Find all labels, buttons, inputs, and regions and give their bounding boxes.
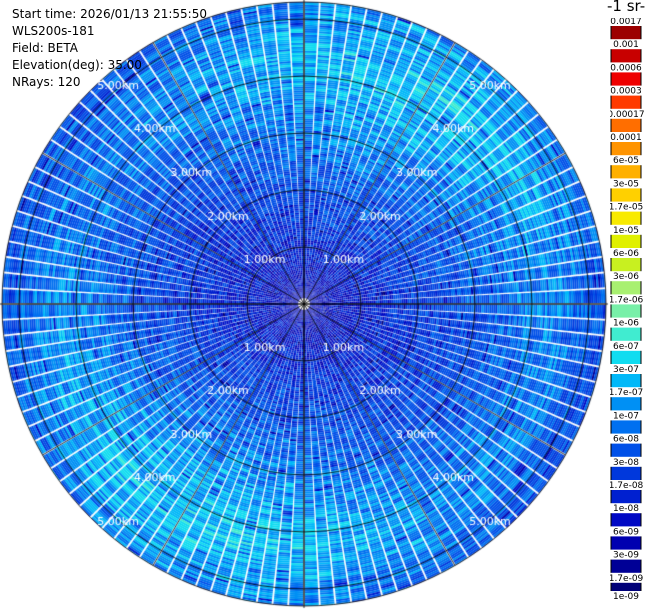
colorbar-tick-label: 3e-05 [613,179,639,189]
colorbar-tick-bg [610,387,649,398]
colorbar-tick-bg [610,178,643,189]
colorbar-tick-label: 1.7e-06 [610,295,644,305]
colorbar-tick-bg [610,294,649,305]
colorbar-tick-label: 0.0017 [610,18,642,27]
scan-info: Start time: 2026/01/13 21:55:50 WLS200s-… [12,6,207,91]
colorbar-tick-bg [610,433,643,444]
colorbar-tick-bg [610,456,643,467]
colorbar-tick-label: 0.0001 [610,133,642,143]
colorbar-tick-bg [610,364,643,374]
colorbar-tick-label: 0.001 [613,40,639,50]
colorbar-tick-label: 0.0003 [610,87,642,97]
colorbar-tick-label: 6e-09 [613,527,639,537]
colorbar-tick-label: 1e-06 [613,319,639,329]
colorbar-tick-label: 6e-06 [613,249,639,259]
colorbar-tick-bg [610,572,649,583]
colorbar-tick-label: 3e-08 [613,458,639,468]
colorbar: 0.0017 0.001 0.0006 0.0003 0.00017 0.0001 6e-0… [610,18,649,602]
colorbar-tick-label: 1e-08 [613,504,639,514]
colorbar-tick-bg [610,317,643,328]
colorbar-tick-bg [610,248,643,258]
colorbar-tick-label: 1e-07 [613,411,639,421]
colorbar-unit-label: -1 sr- [607,0,646,15]
instrument-text: WLS200s-181 [12,24,95,38]
colorbar-tick-label: 3e-09 [613,551,639,561]
start-time-text: Start time: 2026/01/13 21:55:50 [12,7,207,21]
nrays-text: NRays: 120 [12,75,81,89]
colorbar-tick-bg [610,271,643,282]
colorbar-tick-bg [610,503,643,514]
colorbar-tick-bg [610,85,646,96]
colorbar-tick-bg [610,549,643,560]
colorbar-tick-bg [610,340,643,351]
colorbar-tick-label: 0.00017 [610,110,645,120]
colorbar-tick-label: 1.7e-09 [610,574,644,584]
colorbar-tick-label: 1.7e-08 [610,481,644,491]
colorbar-tick-bg [610,62,646,73]
colorbar-tick-label: 3e-06 [613,272,639,282]
colorbar-tick-label: 1e-05 [613,226,639,236]
colorbar-tick-bg [610,201,649,212]
field-text: Field: BETA [12,41,78,55]
colorbar-tick-label: 6e-07 [613,342,639,352]
colorbar-tick-bg [610,132,646,142]
elevation-text: Elevation(deg): 35.00 [12,58,142,72]
colorbar-tick-label: 6e-08 [613,435,639,445]
colorbar-tick-label: 3e-07 [613,365,639,375]
colorbar-tick-bg [610,224,643,235]
colorbar-tick-bg [610,18,646,26]
colorbar-tick-bg [610,591,643,601]
colorbar-tick-bg [610,526,643,537]
colorbar-tick-label: 1.7e-07 [610,388,643,398]
colorbar-tick-label: 1e-09 [613,592,639,602]
colorbar-tick-bg [610,155,643,166]
colorbar-tick-bg [610,410,643,421]
colorbar-tick-bg [610,39,643,50]
colorbar-tick-bg [610,108,649,119]
colorbar-tick-bg [610,480,649,490]
colorbar-tick-label: 1.7e-05 [610,203,643,213]
colorbar-tick-label: 0.0006 [610,63,642,73]
colorbar-tick-label: 6e-05 [613,156,639,166]
